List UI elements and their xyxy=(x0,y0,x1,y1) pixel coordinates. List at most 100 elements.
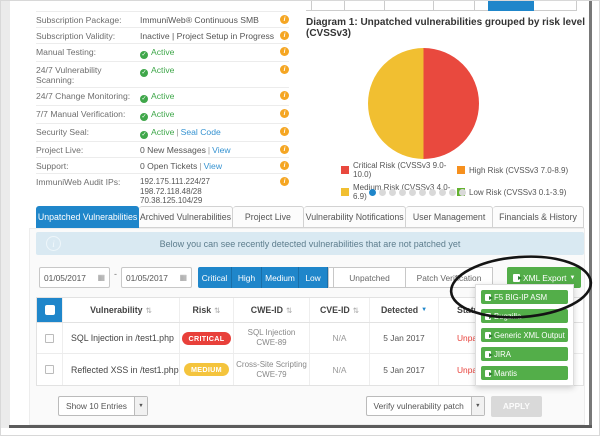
info-value: Active xyxy=(140,109,276,121)
window-right-border xyxy=(589,1,592,428)
info-icon[interactable] xyxy=(280,65,289,74)
info-icon[interactable] xyxy=(280,31,289,40)
info-row-project-live: Project Live: 0 New Messages | View xyxy=(36,142,289,158)
cwe-cell: Cross-Site Scripting CWE-79 xyxy=(234,354,310,385)
view-messages-link[interactable]: View xyxy=(212,145,231,155)
sort-icon xyxy=(286,306,292,315)
cut-off-row xyxy=(36,1,289,12)
filter-medium-button[interactable]: Medium xyxy=(262,267,299,288)
info-icon[interactable] xyxy=(280,177,289,186)
info-icon[interactable] xyxy=(280,109,289,118)
row-checkbox[interactable] xyxy=(45,365,54,374)
cwe-cell: SQL Injection CWE-89 xyxy=(234,323,310,353)
column-header-vulnerability[interactable]: Vulnerability xyxy=(63,298,180,322)
info-label: 7/7 Manual Verification: xyxy=(36,109,126,119)
info-banner-text: Below you can see recently detected vuln… xyxy=(159,238,461,249)
tab-financials-history[interactable]: Financials & History xyxy=(492,206,584,228)
info-icon[interactable] xyxy=(280,91,289,100)
info-label: Subscription Package: xyxy=(36,15,122,25)
select-all-checkbox[interactable] xyxy=(44,305,55,315)
export-option-mantis[interactable]: Mantis xyxy=(481,366,568,380)
cve-cell: N/A xyxy=(310,323,370,353)
vulnerability-name[interactable]: Reflected XSS in /test1.php xyxy=(63,354,180,385)
view-tickets-link[interactable]: View xyxy=(203,161,223,171)
date-from-input[interactable]: 01/05/2017 xyxy=(39,267,110,288)
info-label: 24/7 Change Monitoring: xyxy=(36,91,131,101)
tab-vulnerability-notifications[interactable]: Vulnerability Notifications xyxy=(304,206,407,228)
export-option-f5-big-ip-asm[interactable]: F5 BIG-IP ASM xyxy=(481,290,568,304)
info-value: ImmuniWeb® Continuous SMB xyxy=(140,15,259,25)
page-dot[interactable] xyxy=(419,189,426,196)
tab-project-live[interactable]: Project Live xyxy=(232,206,305,228)
info-value: Active xyxy=(140,47,276,59)
info-icon[interactable] xyxy=(280,47,289,56)
info-label: Manual Testing: xyxy=(36,47,97,57)
row-checkbox[interactable] xyxy=(45,333,54,343)
export-file-icon xyxy=(513,273,522,282)
bulk-action-select[interactable]: Verify vulnerability patch xyxy=(365,396,485,416)
page-dot[interactable] xyxy=(369,189,376,196)
vulnerability-name[interactable]: SQL Injection in /test1.php xyxy=(63,323,180,353)
info-label: Support: xyxy=(36,161,69,171)
sort-desc-icon xyxy=(421,307,427,313)
info-row-security-seal: Security Seal: Active|Seal Code xyxy=(36,124,289,142)
page-dot[interactable] xyxy=(379,189,386,196)
page-dot[interactable] xyxy=(449,189,456,196)
sort-icon xyxy=(353,306,359,315)
page-dot[interactable] xyxy=(429,189,436,196)
legend-swatch xyxy=(341,188,349,196)
legend-item-low: Low Risk (CVSSv3 0.1-3.9) xyxy=(457,183,589,201)
filter-low-button[interactable]: Low xyxy=(299,267,328,288)
filter-high-button[interactable]: High xyxy=(232,267,262,288)
check-circle-icon xyxy=(140,113,148,121)
info-label: Security Seal: xyxy=(36,127,90,137)
info-icon[interactable] xyxy=(280,145,289,154)
page-dot[interactable] xyxy=(389,189,396,196)
date-range-separator: - xyxy=(114,269,117,279)
table-footer: Show 10 Entries Verify vulnerability pat… xyxy=(36,393,584,419)
export-file-icon xyxy=(485,312,493,320)
show-entries-select[interactable]: Show 10 Entries xyxy=(58,396,148,416)
pagination-dots xyxy=(369,189,466,196)
info-icon[interactable] xyxy=(280,15,289,24)
info-label: Project Live: xyxy=(36,145,84,155)
apply-button[interactable]: APPLY xyxy=(490,395,542,417)
page-dot[interactable] xyxy=(399,189,406,196)
progress-bar-cut xyxy=(306,1,577,11)
calendar-icon[interactable] xyxy=(179,273,187,282)
column-header-cwe-id[interactable]: CWE-ID xyxy=(234,298,310,322)
date-to-input[interactable]: 01/05/2017 xyxy=(121,267,192,288)
tab-unpatched-vulnerabilities[interactable]: Unpatched Vulnerabilities xyxy=(36,206,140,228)
info-label: ImmuniWeb Audit IPs: xyxy=(36,177,121,187)
seal-code-link[interactable]: Seal Code xyxy=(180,127,221,137)
page-dot[interactable] xyxy=(409,189,416,196)
tab-user-management[interactable]: User Management xyxy=(406,206,493,228)
calendar-icon[interactable] xyxy=(97,273,105,282)
export-option-generic-xml[interactable]: Generic XML Output xyxy=(481,328,568,342)
info-value: Active xyxy=(140,91,276,103)
export-option-bugzilla[interactable]: Bugzilla xyxy=(481,309,568,323)
legend-swatch xyxy=(341,166,349,174)
column-header-risk[interactable]: Risk xyxy=(180,298,234,322)
filter-unpatched-button[interactable]: Unpatched xyxy=(333,267,406,288)
check-circle-icon xyxy=(140,51,148,59)
export-option-jira[interactable]: JIRA xyxy=(481,347,568,361)
page-dot[interactable] xyxy=(459,189,466,196)
info-row-manual-testing: Manual Testing: Active xyxy=(36,44,289,62)
progress-fill xyxy=(488,1,534,11)
column-header-cve-id[interactable]: CVE-ID xyxy=(310,298,370,322)
export-file-icon xyxy=(485,350,493,358)
info-icon[interactable] xyxy=(280,127,289,136)
filter-critical-button[interactable]: Critical xyxy=(198,267,232,288)
check-circle-icon xyxy=(140,131,148,139)
export-file-icon xyxy=(485,293,493,301)
sort-icon xyxy=(214,306,220,315)
page-dot[interactable] xyxy=(439,189,446,196)
cve-cell: N/A xyxy=(310,354,370,385)
info-banner: Below you can see recently detected vuln… xyxy=(36,232,584,255)
risk-badge: CRITICAL xyxy=(181,331,232,345)
info-icon[interactable] xyxy=(280,161,289,170)
column-header-detected[interactable]: Detected xyxy=(370,298,439,322)
tab-archived-vulnerabilities[interactable]: Archived Vulnerabilities xyxy=(139,206,233,228)
